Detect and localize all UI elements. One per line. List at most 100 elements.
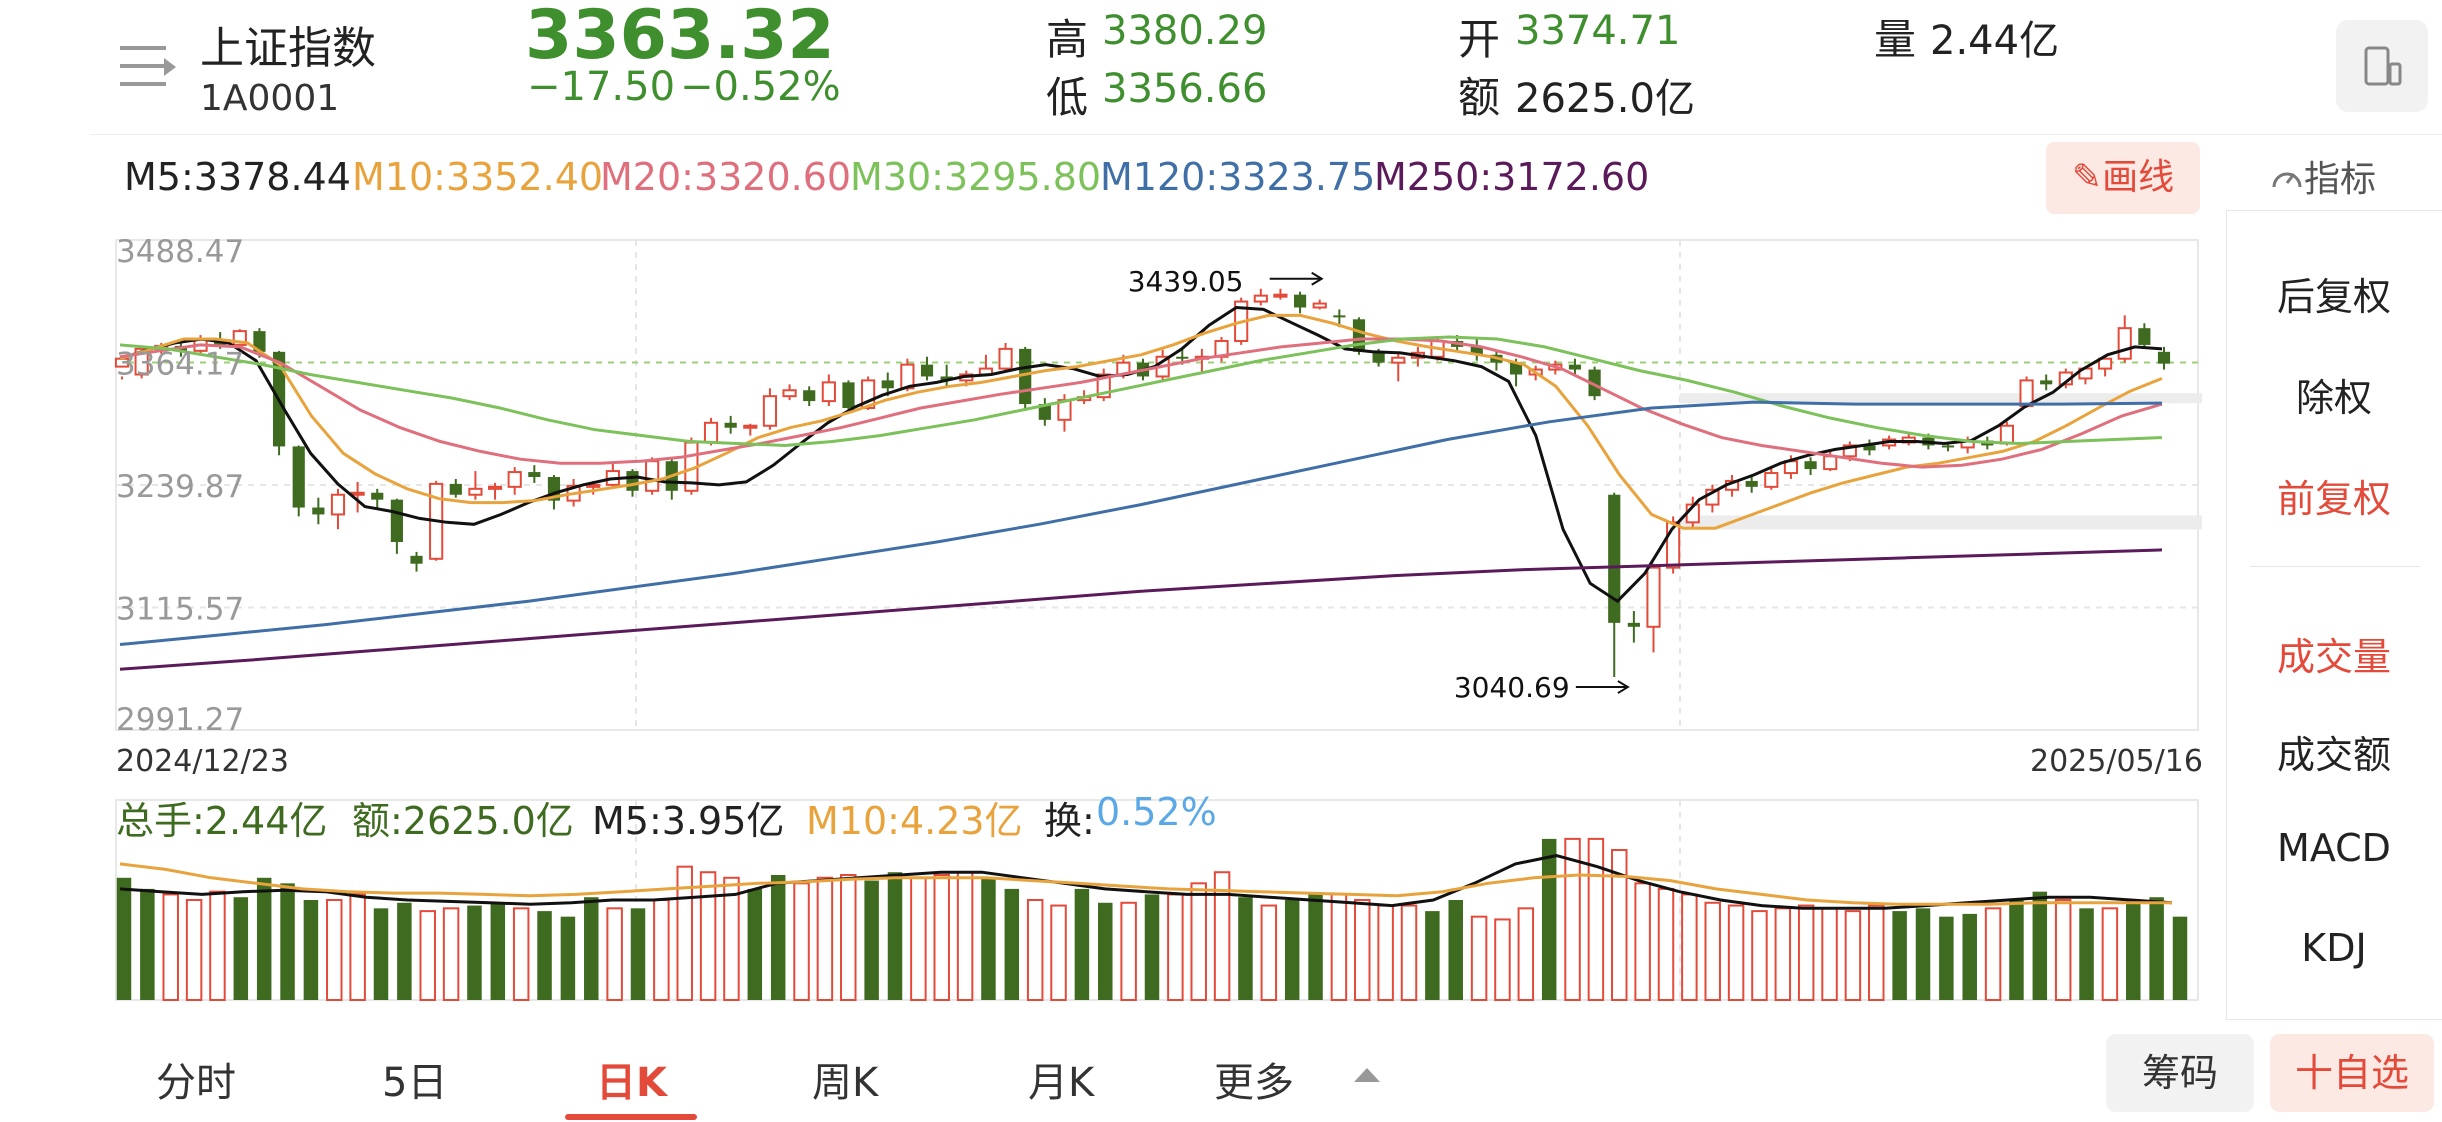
- volume-bar-down: [560, 916, 576, 1000]
- low-value: 3356.66: [1102, 66, 1268, 112]
- draw-line-button[interactable]: ✎画线: [2046, 142, 2200, 214]
- volume-bar-down: [490, 902, 506, 1000]
- candle-up: [1842, 444, 1857, 458]
- candle-down: [528, 472, 541, 477]
- volume-bar-down: [397, 902, 412, 1000]
- volume-bar-down: [1915, 908, 1931, 1000]
- end-date: 2025/05/16: [2030, 744, 2203, 779]
- add-watchlist-button[interactable]: 十自选: [2270, 1034, 2434, 1112]
- side-rehab-pre[interactable]: 前复权: [2276, 477, 2391, 521]
- candle-down: [1176, 356, 1189, 359]
- gap-band: [1680, 515, 2202, 530]
- indicator-button[interactable]: 指标: [2270, 150, 2376, 202]
- tab-more[interactable]: 更多: [1214, 1060, 1294, 1106]
- candle-down: [1941, 445, 1955, 448]
- volume-bar-up: [512, 907, 530, 1001]
- gap-band: [1680, 393, 2202, 404]
- candle-down: [1352, 319, 1366, 352]
- volume-bar-down: [467, 905, 482, 1000]
- volume-bar-down: [116, 877, 132, 1000]
- tab-intraday[interactable]: 分时: [156, 1060, 236, 1106]
- candle-up: [487, 485, 503, 490]
- volume-bar-down: [981, 877, 996, 1000]
- volume-bar-up: [1330, 893, 1348, 1002]
- tab-weekly-k[interactable]: 周K: [812, 1060, 879, 1106]
- volume-bar-up: [326, 899, 343, 1001]
- volume-bar-up: [1681, 893, 1698, 1002]
- volume-bar-up: [1821, 907, 1838, 1001]
- high-mark-label: 3439.05: [1128, 265, 1244, 298]
- tab-5day[interactable]: 5日: [382, 1060, 448, 1106]
- volume-bar-up: [1868, 904, 1885, 1001]
- volume-bar-down: [1004, 888, 1020, 1000]
- volume-bar-down: [864, 880, 879, 1000]
- candle-down: [1293, 294, 1307, 308]
- candle-down: [920, 364, 934, 377]
- stock-name: 上证指数: [200, 23, 376, 74]
- open-value: 3374.71: [1515, 8, 1681, 54]
- candle-down: [1568, 364, 1582, 370]
- side-volume[interactable]: 成交量: [2276, 635, 2391, 679]
- side-amount[interactable]: 成交额: [2276, 733, 2391, 777]
- volume-bar-up: [1260, 904, 1278, 1001]
- side-kdj[interactable]: KDJ: [2301, 926, 2367, 970]
- volume-bar-down: [747, 888, 763, 1000]
- candle-down: [724, 422, 737, 428]
- candle-up: [998, 347, 1013, 370]
- volume-bar-up: [676, 865, 693, 1002]
- vol-m10: M10:4.23亿: [806, 799, 1023, 843]
- volume-ma-line-m5: [119, 854, 2173, 910]
- volume-bar-down: [1892, 911, 1907, 1000]
- candle-down: [1627, 622, 1640, 627]
- candle-up: [1273, 293, 1288, 298]
- volume-bar-up: [1377, 904, 1394, 1001]
- volume-bar-down: [1541, 838, 1557, 1000]
- volume-bar-up: [209, 890, 226, 1002]
- tab-daily-k[interactable]: 日K: [596, 1060, 667, 1106]
- volume-bar-up: [1587, 837, 1605, 1002]
- vol-amount: 额:2625.0亿: [352, 799, 574, 843]
- menu-icon[interactable]: [120, 42, 178, 92]
- volume-bar-up: [2054, 899, 2072, 1001]
- candle-down: [449, 483, 462, 495]
- open-label: 开: [1458, 15, 1501, 64]
- tab-monthly-k[interactable]: 月K: [1028, 1060, 1095, 1106]
- candle-up: [468, 487, 483, 496]
- volume-bar-down: [373, 908, 389, 1000]
- side-rehab-post[interactable]: 后复权: [2276, 275, 2391, 319]
- volume-bar-up: [1517, 907, 1535, 1001]
- candle-up: [1646, 566, 1661, 628]
- candle-up: [507, 471, 522, 488]
- caret-up-icon: [1354, 1068, 1380, 1082]
- volume-bar-down: [2172, 916, 2188, 1000]
- volume-bar-down: [1284, 900, 1300, 1000]
- candle-up: [645, 460, 660, 492]
- candle-down: [1863, 445, 1876, 451]
- ma-line-m10: [119, 313, 2163, 530]
- side-macd[interactable]: MACD: [2277, 826, 2391, 870]
- chips-button[interactable]: 筹码: [2106, 1034, 2254, 1112]
- volume-bar-down: [1939, 916, 1954, 1000]
- candle-up: [1391, 356, 1406, 364]
- volume-bar-down: [1448, 900, 1463, 1000]
- candle-down: [1588, 369, 1601, 397]
- side-ex-rights[interactable]: 除权: [2295, 376, 2372, 420]
- volume-bar-down: [280, 883, 295, 1000]
- volume-bar-down: [1238, 897, 1253, 1000]
- landscape-toggle-button[interactable]: [2336, 20, 2428, 112]
- ma-legend-item: M120:3323.75: [1100, 155, 1376, 199]
- candle-down: [940, 376, 953, 381]
- volume-bar-up: [1751, 910, 1768, 1001]
- arrow-head-icon: [1311, 271, 1324, 286]
- volume-bar-down: [630, 908, 646, 1000]
- candle-up: [2098, 357, 2113, 370]
- volume-bar-up: [910, 876, 927, 1001]
- volume-bar-up: [185, 899, 203, 1001]
- candle-down: [292, 446, 305, 508]
- candle-down: [1470, 346, 1483, 355]
- candle-down: [312, 507, 325, 515]
- candle-up: [743, 424, 758, 429]
- candle-down: [1509, 362, 1523, 375]
- volume-bar-down: [584, 897, 599, 1000]
